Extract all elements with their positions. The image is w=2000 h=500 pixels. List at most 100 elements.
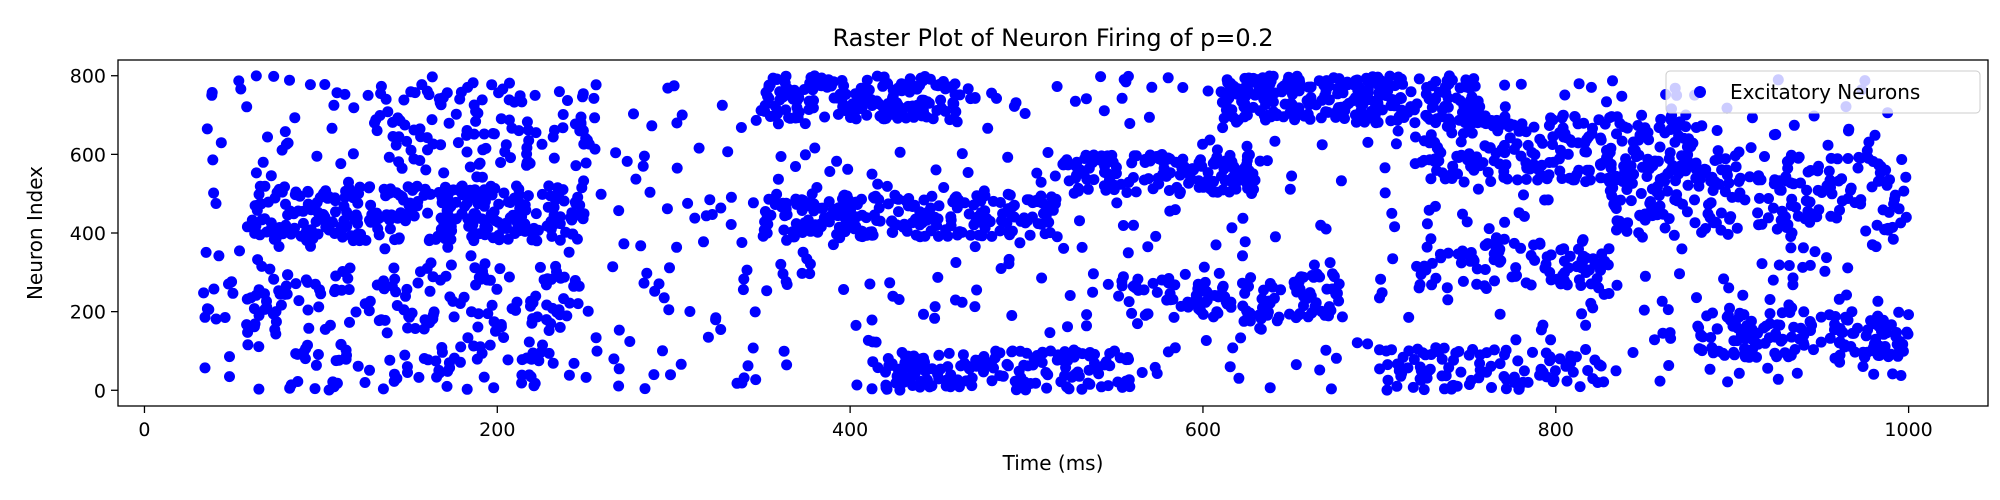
spike-point xyxy=(342,209,354,221)
spike-point xyxy=(1363,94,1375,106)
spike-point xyxy=(1264,278,1276,289)
spike-point xyxy=(1763,193,1774,204)
spike-point xyxy=(1649,334,1660,346)
spike-point xyxy=(566,228,578,240)
spike-point xyxy=(1625,195,1637,207)
spike-point xyxy=(1247,168,1259,180)
spike-point xyxy=(1596,158,1608,169)
spike-point xyxy=(772,106,784,118)
spike-point xyxy=(1010,384,1022,396)
spike-point xyxy=(1204,134,1216,146)
spike-point xyxy=(1611,174,1623,186)
spike-point xyxy=(1006,310,1018,321)
spike-point xyxy=(929,312,941,324)
spike-point xyxy=(1636,109,1648,121)
spike-point xyxy=(268,233,280,245)
spike-point xyxy=(1117,220,1129,231)
spike-point xyxy=(502,354,514,366)
spike-point xyxy=(223,278,234,290)
spike-point xyxy=(1554,353,1566,365)
spike-point xyxy=(1362,338,1374,350)
spike-point xyxy=(1707,347,1719,359)
spike-point xyxy=(1887,368,1899,380)
spike-point xyxy=(1057,158,1069,170)
spike-point xyxy=(1790,201,1802,213)
spike-point xyxy=(962,167,974,178)
spike-point xyxy=(401,208,413,220)
spike-point xyxy=(213,250,225,262)
spike-point xyxy=(1834,204,1845,216)
x-tick-label: 600 xyxy=(1185,419,1221,441)
spike-point xyxy=(1421,218,1433,230)
spike-point xyxy=(1721,311,1733,323)
spike-point xyxy=(1095,71,1107,83)
spike-point xyxy=(1689,217,1701,229)
spike-point xyxy=(1241,140,1253,152)
spike-point xyxy=(1102,278,1114,290)
spike-point xyxy=(574,199,586,211)
spike-point xyxy=(470,212,482,224)
spike-point xyxy=(897,103,909,115)
spike-point xyxy=(1461,216,1473,228)
spike-point xyxy=(916,74,928,86)
spike-point xyxy=(759,216,771,228)
spike-point xyxy=(1130,186,1142,198)
spike-point xyxy=(1142,241,1154,253)
spike-point xyxy=(976,210,988,222)
spike-point xyxy=(250,289,262,301)
spike-point xyxy=(910,229,922,241)
spike-point xyxy=(345,230,357,242)
spike-point xyxy=(284,74,295,86)
spike-point xyxy=(521,352,533,364)
spike-point xyxy=(1534,133,1546,145)
spike-point xyxy=(1504,132,1516,144)
spike-point xyxy=(882,198,894,210)
spike-point xyxy=(1572,118,1584,130)
spike-point xyxy=(577,91,588,103)
spike-point xyxy=(1510,262,1522,274)
spike-point xyxy=(1052,349,1064,361)
spike-point xyxy=(207,154,219,166)
spike-point xyxy=(1527,346,1538,358)
spike-point xyxy=(486,79,498,91)
spike-point xyxy=(907,100,919,112)
spike-point xyxy=(1611,279,1623,291)
spike-point xyxy=(422,144,433,156)
spike-point xyxy=(777,91,789,103)
spike-point xyxy=(1885,319,1897,331)
spike-point xyxy=(1598,376,1610,388)
spike-point xyxy=(1693,343,1705,355)
spike-point xyxy=(1633,149,1645,161)
spike-point xyxy=(405,86,417,98)
spike-point xyxy=(208,283,220,295)
spike-point xyxy=(1335,175,1347,187)
spike-point xyxy=(1425,129,1437,141)
spike-point xyxy=(385,187,397,199)
spike-point xyxy=(1545,274,1557,286)
spike-point xyxy=(1412,343,1424,355)
spike-point xyxy=(1410,131,1421,143)
spike-point xyxy=(1093,368,1105,380)
spike-point xyxy=(1722,376,1734,388)
spike-point xyxy=(1499,216,1511,228)
spike-point xyxy=(1746,112,1758,124)
spike-point xyxy=(354,181,366,193)
spike-point xyxy=(1414,373,1426,385)
spike-point xyxy=(547,357,559,369)
spike-point xyxy=(1445,120,1456,132)
spike-point xyxy=(1290,72,1302,84)
spike-point xyxy=(1659,222,1671,234)
spike-point xyxy=(661,203,673,215)
spike-point xyxy=(386,209,397,221)
spike-point xyxy=(1682,149,1694,161)
spike-point xyxy=(478,270,489,282)
spike-point xyxy=(676,109,688,121)
spike-point xyxy=(1110,168,1122,180)
spike-point xyxy=(716,99,728,111)
spike-point xyxy=(750,374,762,386)
spike-point xyxy=(1654,375,1666,387)
spike-point xyxy=(1855,194,1867,206)
spike-point xyxy=(1785,231,1797,242)
spike-point xyxy=(388,375,400,387)
spike-point xyxy=(996,215,1008,227)
